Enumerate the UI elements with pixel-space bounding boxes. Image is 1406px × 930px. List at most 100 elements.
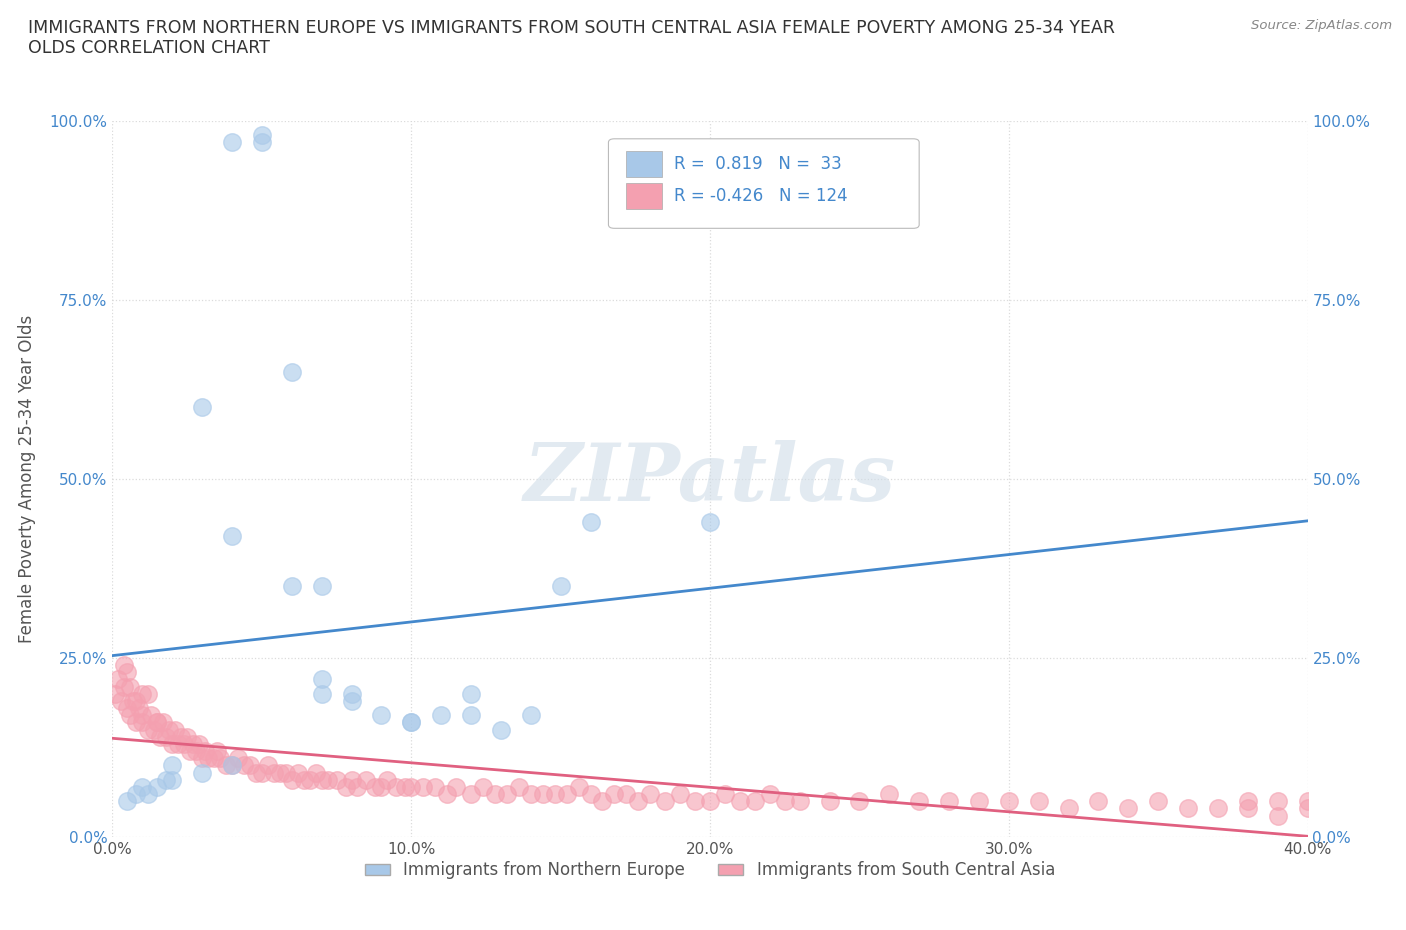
Point (520, 708, 543, 723)
Point (125, 694, 148, 709)
Point (627, 794, 650, 809)
Point (425, 779, 447, 794)
Point (579, 514, 602, 529)
Text: R = -0.426   N = 124: R = -0.426 N = 124 (675, 187, 848, 206)
Point (104, 686, 127, 701)
Point (1087, 794, 1109, 809)
Point (683, 794, 706, 809)
Point (292, 772, 315, 787)
Point (789, 794, 811, 809)
Point (568, 779, 591, 794)
Point (120, 708, 142, 723)
Point (281, 772, 304, 787)
Point (592, 794, 614, 809)
Point (138, 787, 160, 802)
Point (143, 722, 166, 737)
Point (191, 400, 214, 415)
Point (179, 744, 201, 759)
Point (221, 758, 243, 773)
Point (146, 779, 169, 794)
Point (176, 729, 198, 744)
Point (110, 694, 132, 709)
Point (146, 715, 169, 730)
Point (215, 758, 238, 773)
Point (250, 135, 273, 150)
Point (122, 694, 145, 709)
Point (1267, 794, 1289, 809)
Point (520, 787, 543, 802)
Point (550, 578, 572, 594)
Point (472, 779, 495, 794)
Point (131, 715, 153, 730)
Point (209, 751, 232, 765)
Point (138, 686, 160, 701)
Point (274, 765, 297, 780)
Point (1296, 794, 1319, 809)
Point (1147, 794, 1170, 809)
Point (728, 794, 751, 809)
Point (460, 787, 482, 802)
Point (250, 765, 273, 780)
Point (226, 751, 249, 765)
Point (1237, 801, 1260, 816)
Point (531, 787, 554, 802)
Point (114, 658, 135, 672)
Point (117, 665, 139, 680)
Point (496, 787, 519, 802)
Point (436, 787, 458, 802)
Point (194, 744, 217, 759)
Point (370, 779, 392, 794)
Point (146, 715, 169, 730)
Point (377, 772, 399, 787)
Point (152, 715, 174, 730)
Point (131, 708, 153, 723)
Point (385, 779, 408, 794)
Point (699, 794, 721, 809)
Point (1296, 801, 1319, 816)
Point (1206, 801, 1229, 816)
Point (131, 779, 153, 794)
Point (141, 708, 163, 723)
Point (489, 722, 512, 737)
Point (879, 787, 901, 802)
Point (125, 787, 148, 802)
Text: IMMIGRANTS FROM NORTHERN EUROPE VS IMMIGRANTS FROM SOUTH CENTRAL ASIA FEMALE POV: IMMIGRANTS FROM NORTHERN EUROPE VS IMMIG… (28, 19, 1115, 58)
Point (197, 751, 219, 765)
Point (162, 772, 183, 787)
Point (173, 737, 195, 751)
Point (162, 758, 183, 773)
Point (167, 737, 190, 751)
Point (356, 772, 378, 787)
Point (138, 722, 160, 737)
Point (162, 737, 183, 751)
Point (257, 758, 280, 773)
Point (998, 794, 1021, 809)
Point (714, 787, 737, 802)
Point (412, 779, 434, 794)
Point (325, 772, 347, 787)
Point (114, 679, 135, 694)
Point (155, 729, 177, 744)
Point (508, 779, 530, 794)
Point (908, 794, 931, 809)
Point (311, 578, 333, 594)
Point (191, 751, 214, 765)
Point (120, 679, 142, 694)
Point (311, 686, 333, 701)
Point (117, 700, 139, 715)
Point (245, 765, 267, 780)
Point (370, 708, 392, 723)
Point (401, 779, 423, 794)
Point (401, 715, 423, 730)
Point (186, 744, 208, 759)
Point (1177, 801, 1199, 816)
Point (311, 772, 333, 787)
Point (938, 794, 960, 809)
Y-axis label: Female Poverty Among 25-34 Year Olds: Female Poverty Among 25-34 Year Olds (18, 315, 35, 643)
Point (394, 779, 416, 794)
Point (340, 694, 363, 709)
Point (444, 779, 467, 794)
Point (603, 787, 626, 802)
Point (125, 715, 148, 730)
Text: ZIPatlas: ZIPatlas (524, 440, 896, 518)
